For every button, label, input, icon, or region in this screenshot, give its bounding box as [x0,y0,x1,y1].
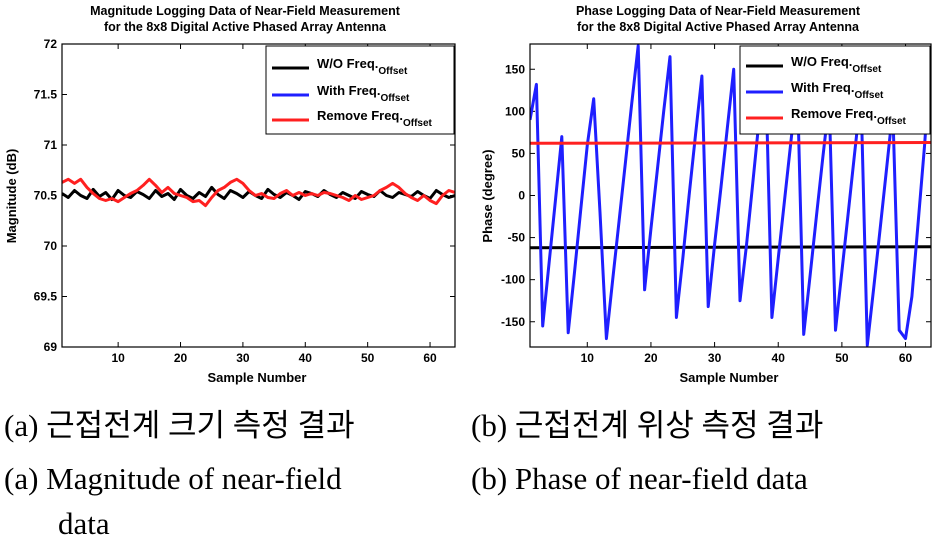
caption-left-korean: (a) 근접전계 크기 측정 결과 [4,408,355,443]
left-legend-label-2: With Freq.Offset [317,83,410,104]
left-xtick-label: 10 [111,351,125,365]
right-plot-frame [529,43,932,348]
left-legend: W/O Freq.Offset With Freq.Offset Remove … [265,45,455,135]
left-plot-lines [62,177,455,208]
left-ylabel: Magnitude (dB) [4,149,19,244]
left-xlabel: Sample Number [208,370,307,385]
right-xtick-label: 30 [708,351,722,365]
right-ytick-label: 100 [505,104,525,118]
left-xtick-label: 60 [423,351,437,365]
left-xtick-label: 30 [236,351,250,365]
left-xtick-label: 20 [174,351,188,365]
left-ytick-label: 72 [44,37,58,51]
right-series-blue [530,44,931,347]
left-ytick-label: 71 [44,138,58,152]
right-ytick-label: 150 [505,62,525,76]
phase-chart: Phase Logging Data of Near-Field Measure… [480,4,932,385]
right-ticks: 10 20 30 40 50 60 -150 -100 -50 0 50 100 150 [501,44,931,365]
left-ytick-label: 70 [44,239,58,253]
right-xtick-label: 10 [581,351,595,365]
left-ytick-label: 69.5 [34,290,58,304]
left-legend-label-3: Remove Freq.Offset [317,108,433,129]
right-ylabel: Phase (degree) [480,149,495,242]
magnitude-chart: Magnitude Logging Data of Near-Field Mea… [4,4,456,385]
left-plot-frame [61,43,456,348]
right-plot-lines [530,44,931,347]
left-ytick-label: 69 [44,340,58,354]
caption-left-english-line1: (a) Magnitude of near-field [4,461,342,496]
right-title-line2: for the 8x8 Digital Active Phased Array … [577,20,860,34]
right-series-black [530,245,931,250]
left-ytick-label: 71.5 [34,88,58,102]
left-xtick-label: 40 [299,351,313,365]
caption-right-korean: (b) 근접전계 위상 측정 결과 [471,408,824,443]
right-ytick-label: -50 [508,231,526,245]
right-legend-label-3: Remove Freq.Offset [791,106,907,127]
left-ytick-label: 70.5 [34,189,58,203]
right-xtick-label: 20 [644,351,658,365]
right-xtick-label: 40 [772,351,786,365]
right-ytick-label: -100 [501,273,525,287]
right-ytick-label: 50 [512,146,526,160]
right-ytick-label: 0 [518,189,525,203]
left-series-red [62,177,455,208]
right-title-line1: Phase Logging Data of Near-Field Measure… [576,4,861,18]
right-legend-label-1: W/O Freq.Offset [791,54,882,75]
right-series-red [530,141,931,145]
right-xtick-label: 60 [899,351,913,365]
caption-left-english-line2: data [58,506,110,541]
right-xtick-label: 50 [835,351,849,365]
chart-canvas: Magnitude Logging Data of Near-Field Mea… [4,4,932,385]
right-legend: W/O Freq.Offset With Freq.Offset Remove … [739,45,931,135]
caption-right-english: (b) Phase of near-field data [471,461,808,496]
left-xtick-label: 50 [361,351,375,365]
right-legend-label-2: With Freq.Offset [791,80,884,101]
left-title-line2: for the 8x8 Digital Active Phased Array … [104,20,387,34]
left-title-line1: Magnitude Logging Data of Near-Field Mea… [90,4,401,18]
right-xlabel: Sample Number [680,370,779,385]
right-ytick-label: -150 [501,315,525,329]
left-legend-label-1: W/O Freq.Offset [317,56,408,77]
